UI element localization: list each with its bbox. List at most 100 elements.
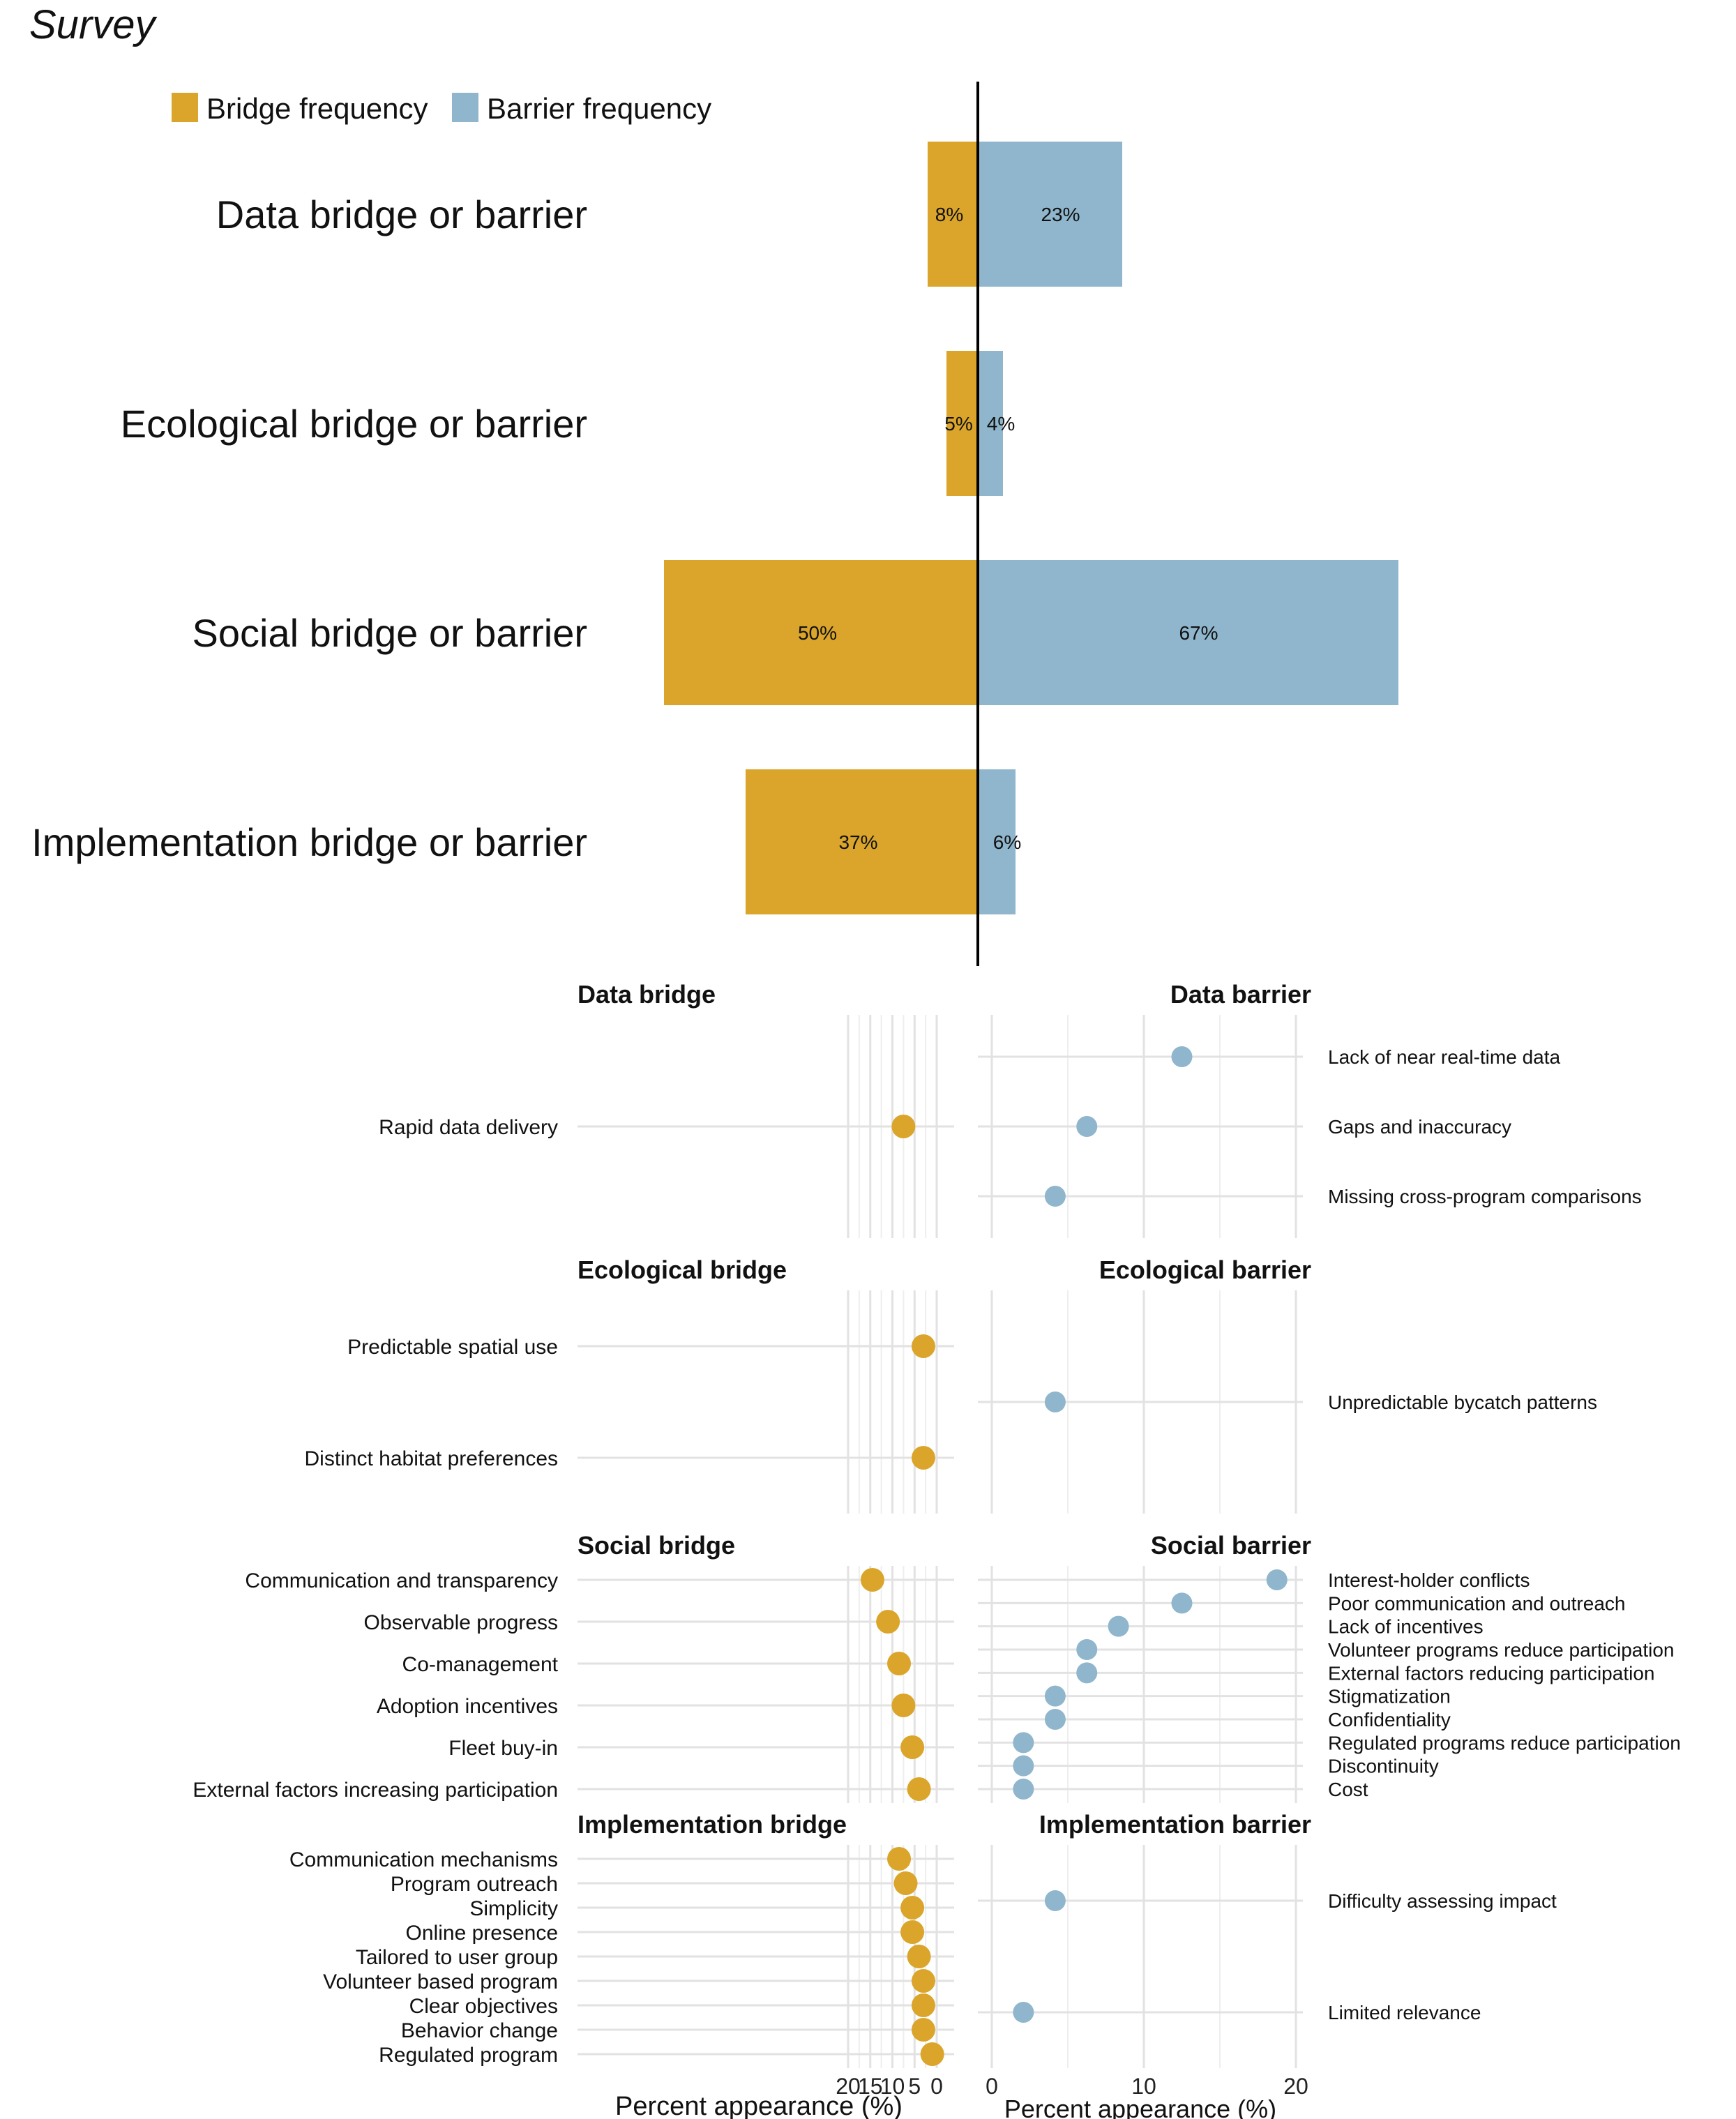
bridge-point [876, 1610, 900, 1634]
category-label: Implementation bridge or barrier [31, 820, 587, 864]
bridge-point [911, 1993, 935, 2017]
item-label: Gaps and inaccuracy [1328, 1116, 1511, 1138]
barrier-point [1076, 1662, 1098, 1684]
bridge-point [860, 1568, 884, 1592]
item-label: Unpredictable bycatch patterns [1328, 1392, 1597, 1413]
legend-bridge-swatch [172, 93, 198, 122]
category-label: Data bridge or barrier [216, 193, 587, 236]
item-label: Interest-holder conflicts [1328, 1569, 1530, 1591]
panel-title: Social bridge [578, 1531, 735, 1560]
legend-barrier-swatch [452, 93, 478, 122]
barrier-point [1013, 1732, 1034, 1754]
bridge-point [911, 1334, 935, 1358]
bridge-point [900, 1896, 925, 1920]
bridge-value-label: 50% [798, 622, 837, 644]
bridge-tick-label: 0 [930, 2074, 943, 2099]
item-label: Regulated program [379, 2044, 558, 2067]
barrier-point [1076, 1639, 1098, 1660]
item-label: Fleet buy-in [448, 1737, 558, 1760]
panel-social-barrier: Social barrier Interest-holder conflictsP… [978, 1531, 1681, 1803]
barrier-point [1013, 1755, 1034, 1777]
item-label: Stigmatization [1328, 1686, 1451, 1707]
barrier-value-label: 23% [1041, 204, 1080, 225]
panel-title: Data barrier [1170, 980, 1311, 1009]
barrier-point [1044, 1392, 1066, 1412]
bridge-bar [746, 769, 978, 914]
panel-implementation-bridge: Implementation bridge Communication mecha… [289, 1810, 954, 2068]
category-label: Ecological bridge or barrier [121, 402, 587, 446]
barrier-point [1013, 2002, 1034, 2023]
barrier-point [1171, 1046, 1193, 1067]
legend-bridge-label: Bridge frequency [206, 92, 428, 125]
barrier-tick-label: 0 [986, 2074, 998, 2099]
bridge-point [887, 1652, 912, 1675]
bridge-bar [946, 351, 978, 496]
panel-social-bridge: Social bridge Communication and transpare… [193, 1531, 954, 1803]
item-label: Co-management [402, 1653, 559, 1676]
barrier-point [1044, 1186, 1066, 1207]
barrier-point [1013, 1779, 1034, 1800]
category-label: Social bridge or barrier [193, 611, 587, 655]
barrier-point [1044, 1890, 1066, 1911]
barrier-value-label: 67% [1179, 622, 1218, 644]
item-label: Missing cross-program comparisons [1328, 1186, 1642, 1207]
panel-data-bridge: Data bridge Rapid data delivery [379, 980, 954, 1238]
item-label: External factors increasing participatio… [193, 1779, 558, 1802]
item-label: Lack of near real-time data [1328, 1046, 1560, 1068]
item-label: Volunteer programs reduce participation [1328, 1639, 1675, 1661]
item-label: Poor communication and outreach [1328, 1592, 1625, 1614]
item-label: Discontinuity [1328, 1756, 1439, 1777]
bridge-point [887, 1847, 912, 1871]
item-label: Tailored to user group [356, 1946, 558, 1969]
item-label: Confidentiality [1328, 1709, 1451, 1730]
panel-title: Implementation bridge [578, 1810, 847, 1839]
item-label: Limited relevance [1328, 2002, 1481, 2023]
bridge-tick-label: 5 [908, 2074, 921, 2099]
item-label: Lack of incentives [1328, 1616, 1484, 1638]
item-label: Online presence [406, 1922, 558, 1945]
panel-data-barrier: Data barrier Lack of near real-time data G… [978, 980, 1642, 1238]
item-label: Distinct habitat preferences [304, 1447, 558, 1470]
item-label: Communication mechanisms [289, 1848, 558, 1871]
barrier-point [1044, 1685, 1066, 1707]
item-label: Clear objectives [409, 1995, 558, 2018]
legend-barrier-label: Barrier frequency [487, 92, 711, 125]
dot-plot-panels: Data bridge Rapid data delivery Data barri… [193, 980, 1680, 2119]
item-label: Behavior change [401, 2019, 558, 2042]
item-label: Rapid data delivery [379, 1116, 558, 1139]
bridge-point [907, 1945, 931, 1968]
item-label: Simplicity [469, 1897, 558, 1920]
item-label: Cost [1328, 1779, 1368, 1800]
bridge-point [900, 1920, 925, 1944]
bridge-point [893, 1871, 918, 1895]
bridge-point [911, 1446, 935, 1470]
item-label: Communication and transparency [245, 1569, 558, 1592]
bridge-bar [928, 142, 978, 287]
bridge-value-label: 37% [838, 831, 877, 853]
barrier-point [1076, 1116, 1098, 1137]
panel-title: Ecological bridge [578, 1255, 787, 1284]
item-label: Adoption incentives [377, 1695, 558, 1718]
panel-title: Implementation barrier [1039, 1810, 1311, 1839]
barrier-bar [978, 142, 1122, 287]
panel-title: Ecological barrier [1099, 1255, 1311, 1284]
panel-ecological-bridge: Ecological bridge Predictable spatial use… [304, 1255, 954, 1514]
panel-title: Social barrier [1151, 1531, 1311, 1560]
bridge-tick-label: 20 [836, 2074, 861, 2099]
figure-title: Survey [29, 2, 158, 47]
panel-title: Data bridge [578, 980, 716, 1009]
bridge-point [891, 1115, 916, 1138]
barrier-point [1171, 1592, 1193, 1614]
panel-ecological-barrier: Ecological barrier Unpredictable bycatch … [978, 1255, 1597, 1514]
bridge-point [891, 1694, 916, 1717]
barrier-tick-label: 20 [1283, 2074, 1308, 2099]
barrier-point [1044, 1709, 1066, 1730]
bridge-point [911, 1969, 935, 1993]
item-label: Observable progress [364, 1611, 558, 1634]
bridge-x-axis-title: Percent appearance (%) [615, 2092, 903, 2119]
diverging-bar-chart: Data bridge or barrier 8% 23% Ecological br… [31, 82, 1398, 966]
barrier-tick-label: 10 [1131, 2074, 1156, 2099]
bridge-point [907, 1777, 931, 1801]
bridge-tick-label: 10 [880, 2074, 905, 2099]
